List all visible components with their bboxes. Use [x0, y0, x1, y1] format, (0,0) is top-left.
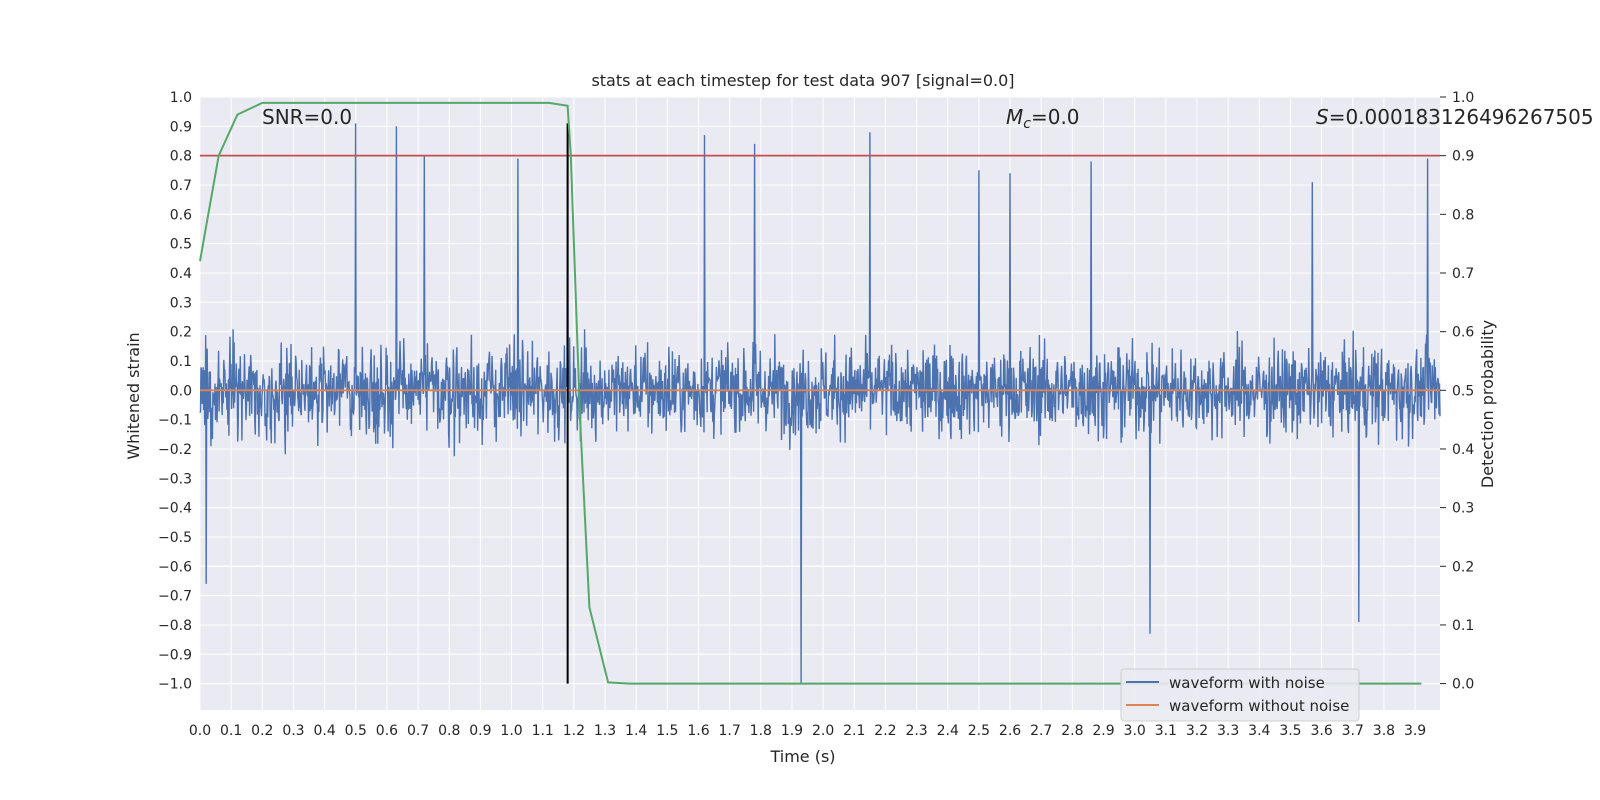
x-tick-label: 0.8	[438, 723, 460, 739]
x-tick-label: 1.3	[594, 723, 616, 739]
x-tick-label: 1.8	[750, 723, 772, 739]
y-tick-label: −0.7	[158, 589, 192, 605]
s-annotation: S=0.00018312649626750​5	[1316, 105, 1594, 129]
snr-annotation: SNR=0.0	[262, 105, 352, 129]
legend-box	[1120, 668, 1360, 722]
y2-tick-label: 0.8	[1452, 207, 1474, 223]
x-tick-label: 0.6	[376, 723, 398, 739]
x-tick-label: 3.1	[1155, 723, 1177, 739]
legend: waveform with noise waveform without noi…	[1120, 668, 1360, 722]
y2-tick-label: 0.1	[1452, 618, 1474, 634]
x-tick-label: 2.6	[999, 723, 1021, 739]
x-tick-label: 2.9	[1092, 723, 1114, 739]
noise-series	[199, 123, 1441, 684]
y-tick-label: 0.1	[170, 354, 192, 370]
x-tick-label: 3.8	[1373, 723, 1395, 739]
mc-annotation: Mc=0.0	[1006, 105, 1080, 132]
y-tick-label: 0.7	[170, 178, 192, 194]
y-tick-label: −0.3	[158, 471, 192, 487]
y-tick-label: 0.2	[170, 325, 192, 341]
mc-value: =0.0	[1031, 105, 1080, 129]
x-tick-label: 2.4	[937, 723, 959, 739]
x-tick-label: 1.2	[563, 723, 585, 739]
x-tick-label: 0.5	[345, 723, 367, 739]
x-tick-label: 1.6	[687, 723, 709, 739]
x-tick-label: 3.4	[1248, 723, 1270, 739]
legend-label-clean: waveform without noise	[1169, 697, 1349, 715]
s-value: =0.00018312649626750​5	[1329, 105, 1594, 129]
x-tick-label: 1.4	[625, 723, 647, 739]
x-tick-label: 2.1	[843, 723, 865, 739]
x-tick-label: 2.5	[968, 723, 990, 739]
mc-symbol: M	[1006, 105, 1023, 129]
y-tick-label: −0.9	[158, 647, 192, 663]
y2-tick-label: 0.4	[1452, 442, 1474, 458]
s-symbol: S	[1316, 105, 1329, 129]
waveform-with-noise-line	[199, 123, 1441, 684]
y-tick-label: 0.4	[170, 266, 192, 282]
x-tick-label: 2.2	[874, 723, 896, 739]
y2-tick-label: 0.5	[1452, 383, 1474, 399]
x-tick-label: 0.4	[313, 723, 335, 739]
y-tick-label: 0.8	[170, 149, 192, 165]
x-tick-label: 0.0	[189, 723, 211, 739]
y2-axis-ticks: 1.0 0.9 0.8 0.7 0.6 0.5 0.4 0.3 0.2 0.1 0.0	[1440, 90, 1474, 693]
x-tick-label: 3.7	[1342, 723, 1364, 739]
legend-label-noise: waveform with noise	[1169, 674, 1325, 692]
x-tick-label: 1.0	[500, 723, 522, 739]
y-tick-label: 0.0	[170, 383, 192, 399]
y-tick-label: −0.2	[158, 442, 192, 458]
x-tick-label: 1.9	[781, 723, 803, 739]
y-tick-label: 0.9	[170, 119, 192, 135]
x-tick-label: 3.5	[1279, 723, 1301, 739]
x-axis-ticks: 0.0 0.1 0.2 0.3 0.4 0.5 0.6 0.7 0.8 0.9 1.0 1.1 1.2 1…	[189, 723, 1426, 739]
y-tick-label: −0.5	[158, 530, 192, 546]
y2-axis-label: Detection probability	[1478, 320, 1497, 488]
y-axis-label: Whitened strain	[124, 332, 143, 459]
detection-probability-line	[199, 101, 1422, 685]
y-tick-label: 0.3	[170, 295, 192, 311]
y2-tick-label: 0.3	[1452, 501, 1474, 517]
x-tick-label: 3.9	[1404, 723, 1426, 739]
y2-tick-label: 0.7	[1452, 266, 1474, 282]
x-tick-label: 2.0	[812, 723, 834, 739]
x-tick-label: 3.3	[1217, 723, 1239, 739]
marks	[199, 101, 1440, 685]
x-tick-label: 2.3	[905, 723, 927, 739]
y-tick-label: 1.0	[170, 90, 192, 106]
x-tick-label: 0.1	[220, 723, 242, 739]
x-tick-label: 0.3	[282, 723, 304, 739]
y2-tick-label: 0.0	[1452, 677, 1474, 693]
y-tick-label: 0.5	[170, 237, 192, 253]
y-tick-label: −1.0	[158, 677, 192, 693]
y2-tick-label: 0.6	[1452, 325, 1474, 341]
y-tick-label: −0.4	[158, 501, 192, 517]
y-tick-label: −0.8	[158, 618, 192, 634]
x-tick-label: 2.7	[1030, 723, 1052, 739]
x-tick-label: 3.0	[1124, 723, 1146, 739]
y-axis-ticks: 1.0 0.9 0.8 0.7 0.6 0.5 0.4 0.3 0.2 0.1 0.0 −0.1 −0.…	[158, 90, 192, 693]
x-tick-label: 1.5	[656, 723, 678, 739]
x-tick-label: 3.6	[1310, 723, 1332, 739]
x-tick-label: 0.9	[469, 723, 491, 739]
x-tick-label: 2.8	[1061, 723, 1083, 739]
x-tick-label: 1.7	[719, 723, 741, 739]
y2-tick-label: 0.9	[1452, 149, 1474, 165]
x-axis-label: Time (s)	[769, 747, 835, 766]
x-tick-label: 3.2	[1186, 723, 1208, 739]
x-tick-label: 0.2	[251, 723, 273, 739]
x-tick-label: 0.7	[407, 723, 429, 739]
y2-tick-label: 1.0	[1452, 90, 1474, 106]
mc-subscript: c	[1023, 116, 1031, 132]
y-tick-label: 0.6	[170, 207, 192, 223]
y-tick-label: −0.1	[158, 413, 192, 429]
y2-tick-label: 0.2	[1452, 559, 1474, 575]
chart-title: stats at each timestep for test data 907…	[591, 71, 1014, 90]
y-tick-label: −0.6	[158, 559, 192, 575]
x-tick-label: 1.1	[532, 723, 554, 739]
